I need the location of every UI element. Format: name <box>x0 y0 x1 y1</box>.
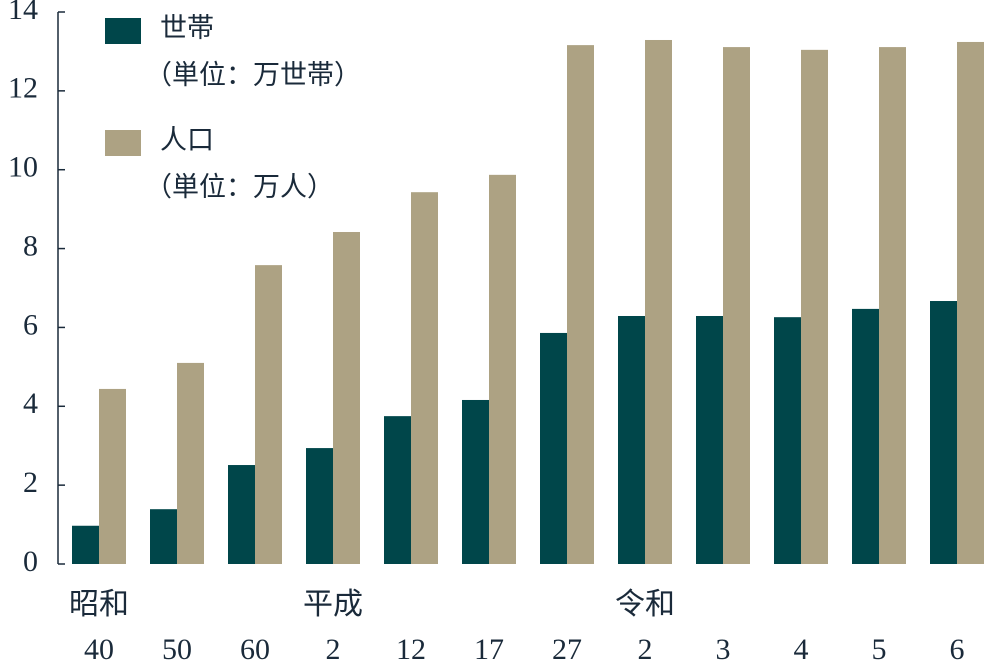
bar <box>540 332 567 564</box>
bar <box>774 317 801 564</box>
bar <box>384 416 411 564</box>
x-tick-label: 4 <box>794 633 809 666</box>
bar <box>957 41 984 565</box>
y-tick-label: 10 <box>8 151 38 184</box>
bar <box>618 315 645 564</box>
x-group-label: 昭和 <box>69 588 129 621</box>
y-tick-label: 8 <box>23 229 38 262</box>
y-tick-label: 0 <box>23 545 38 578</box>
x-group-label: 令和 <box>615 588 675 621</box>
x-tick-label: 60 <box>240 633 270 666</box>
x-tick-label: 5 <box>872 633 887 666</box>
x-tick-label: 40 <box>84 633 114 666</box>
x-tick-label: 6 <box>950 633 965 666</box>
bar <box>723 47 750 564</box>
bar <box>567 45 594 565</box>
x-tick-label: 12 <box>396 633 426 666</box>
bar <box>645 39 672 565</box>
x-tick-label: 2 <box>326 633 341 666</box>
bar <box>72 525 99 564</box>
y-tick-label: 4 <box>23 387 38 420</box>
y-tick-label: 6 <box>23 308 38 341</box>
x-tick-label: 17 <box>474 633 504 666</box>
x-tick-label: 27 <box>552 633 582 666</box>
x-tick-label: 3 <box>716 633 731 666</box>
bar <box>801 49 828 564</box>
legend-swatch <box>105 130 141 156</box>
y-tick-label: 2 <box>23 466 38 499</box>
bar <box>852 308 879 564</box>
legend-label: 世帯 <box>160 13 214 43</box>
bar <box>228 465 255 564</box>
y-tick-label: 14 <box>8 0 38 26</box>
y-tick-label: 12 <box>8 72 38 105</box>
bar <box>489 174 516 564</box>
x-group-label: 平成 <box>303 588 363 621</box>
bar <box>150 509 177 564</box>
bar <box>333 232 360 565</box>
bar <box>930 301 957 564</box>
bar <box>306 448 333 564</box>
bar <box>879 47 906 564</box>
bar <box>177 362 204 564</box>
x-tick-label: 2 <box>638 633 653 666</box>
bar <box>99 388 126 564</box>
legend-unit: （単位：万世帯） <box>145 60 361 90</box>
legend-label: 人口 <box>160 125 214 155</box>
bar <box>462 399 489 564</box>
bar <box>411 192 438 564</box>
bar <box>255 265 282 564</box>
legend-swatch <box>105 18 141 44</box>
bar <box>696 315 723 564</box>
legend-unit: （単位：万人） <box>145 172 334 202</box>
x-tick-label: 50 <box>162 633 192 666</box>
